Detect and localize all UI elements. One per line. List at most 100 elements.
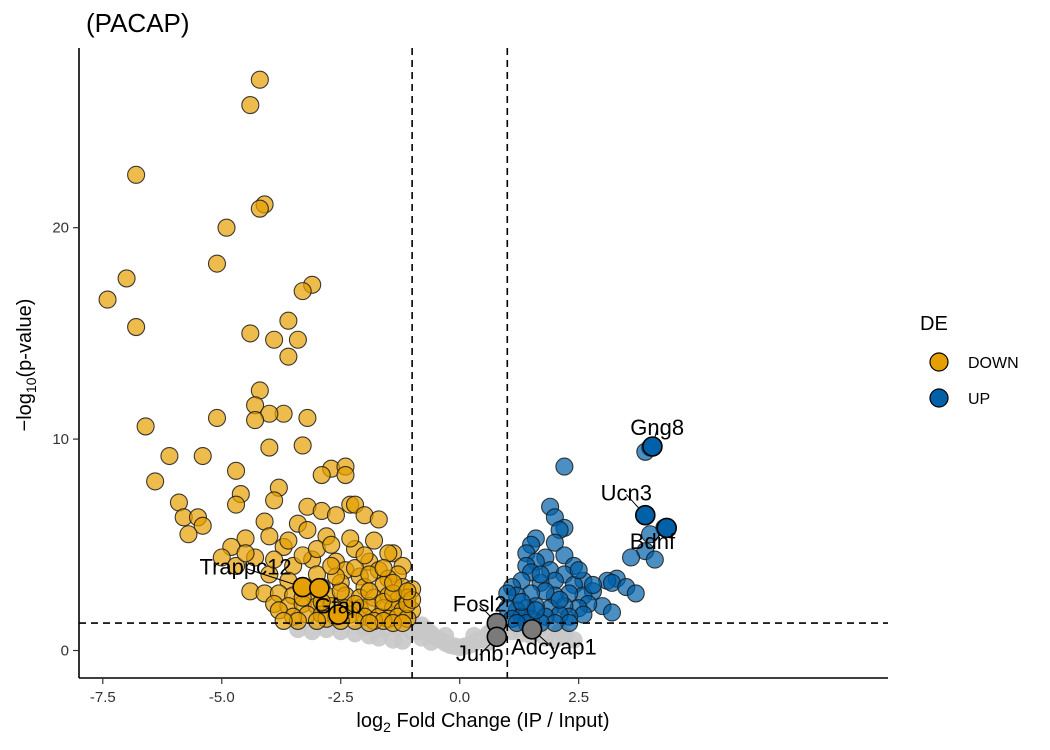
point-down	[217, 218, 236, 237]
point-down	[336, 465, 355, 485]
point-up	[531, 565, 550, 584]
point-down	[246, 411, 265, 430]
point-down	[241, 96, 260, 115]
point-down	[146, 472, 165, 491]
y-tick-label: 0	[61, 643, 69, 660]
point-down	[265, 550, 284, 569]
highlighted-gene-point	[642, 436, 663, 457]
point-down	[364, 531, 384, 550]
point-down	[193, 516, 212, 535]
point-up	[621, 548, 641, 567]
point-up	[641, 525, 660, 544]
series-down	[98, 70, 422, 633]
point-up	[583, 575, 603, 595]
point-down	[298, 408, 317, 428]
gene-label: Junb	[456, 641, 504, 666]
point-down	[293, 436, 312, 455]
x-tick-label: -2.5	[328, 689, 354, 706]
point-up	[645, 550, 664, 569]
point-down	[207, 254, 227, 273]
x-axis-title: log2 Fold Change (IP / Input)	[356, 710, 609, 735]
point-down	[274, 611, 293, 630]
point-down	[260, 527, 279, 546]
point-down	[207, 408, 227, 428]
x-axis-title-main: log	[356, 710, 383, 732]
point-down	[307, 611, 326, 630]
point-down	[345, 594, 365, 614]
point-down	[212, 548, 231, 567]
x-tick-label: 2.5	[568, 689, 589, 706]
point-down	[384, 573, 403, 592]
point-down	[179, 525, 198, 544]
y-axis-ticks: 0 10 20	[52, 220, 79, 660]
point-down	[279, 531, 298, 550]
legend-key-down	[929, 352, 949, 372]
point-ns	[565, 631, 583, 649]
point-down	[322, 535, 341, 554]
chart-title: (PACAP)	[86, 8, 190, 38]
legend-key-up	[929, 388, 949, 408]
point-down	[298, 520, 317, 540]
point-down	[260, 438, 279, 457]
point-ns	[436, 626, 455, 645]
point-down	[127, 165, 146, 184]
x-tick-label: -7.5	[90, 689, 116, 706]
highlighted-gene-point	[309, 577, 330, 599]
point-up	[626, 584, 645, 603]
highlighted-gene-point	[521, 619, 543, 640]
x-axis-title-subscript: 2	[383, 719, 391, 735]
point-up	[569, 561, 588, 580]
point-down	[226, 556, 246, 576]
y-axis-title-rest: (p-value)	[14, 299, 36, 378]
point-down	[326, 506, 346, 525]
point-down	[265, 330, 284, 349]
x-axis-ticks: -7.5 -5.0 -2.5 0.0 2.5	[90, 678, 589, 706]
y-axis-title-main: −log	[14, 393, 36, 431]
highlighted-genes: Gng8 Ucn3 Bdnf Trappc12 Gfap Fosl2 Junb Adcyap1	[199, 415, 684, 666]
threshold-lines	[79, 48, 888, 678]
gene-label: Gng8	[630, 415, 684, 440]
point-down	[279, 347, 298, 366]
gene-label: Ucn3	[601, 480, 652, 505]
point-down	[293, 282, 312, 301]
point-up	[602, 603, 622, 622]
point-down	[265, 491, 284, 510]
point-down	[341, 529, 360, 548]
point-up	[526, 601, 545, 620]
point-down	[193, 446, 212, 466]
gene-label: Trappc12	[199, 554, 291, 579]
point-up	[550, 590, 569, 609]
point-up	[545, 533, 564, 552]
point-down	[279, 311, 298, 330]
highlighted-gene-point	[634, 504, 656, 526]
x-tick-label: 0.0	[449, 689, 470, 706]
y-tick-label: 20	[52, 220, 69, 237]
legend-title: DE	[920, 313, 948, 335]
point-down	[360, 582, 379, 601]
point-down	[369, 510, 388, 529]
legend-label-down: DOWN	[968, 355, 1019, 372]
point-down	[117, 269, 136, 288]
highlighted-gene-point	[328, 604, 349, 625]
point-down	[250, 70, 269, 89]
y-axis-title-subscript: 10	[23, 377, 39, 393]
point-down	[250, 199, 269, 218]
point-down	[312, 465, 331, 485]
point-up	[512, 592, 531, 611]
legend-label-up: UP	[968, 391, 990, 408]
x-tick-label: -5.0	[209, 689, 235, 706]
point-down	[355, 546, 374, 565]
point-down	[226, 461, 246, 480]
gene-label: Bdnf	[630, 529, 676, 554]
point-down	[127, 318, 146, 337]
point-down	[241, 324, 260, 343]
highlighted-gene-point	[656, 517, 678, 539]
point-down	[236, 544, 255, 563]
gene-label: Gfap	[315, 594, 363, 619]
x-axis-title-rest: Fold Change (IP / Input)	[391, 710, 610, 732]
point-up	[555, 457, 574, 476]
point-down	[136, 417, 155, 436]
point-down	[226, 495, 246, 514]
points-layer	[98, 70, 674, 657]
